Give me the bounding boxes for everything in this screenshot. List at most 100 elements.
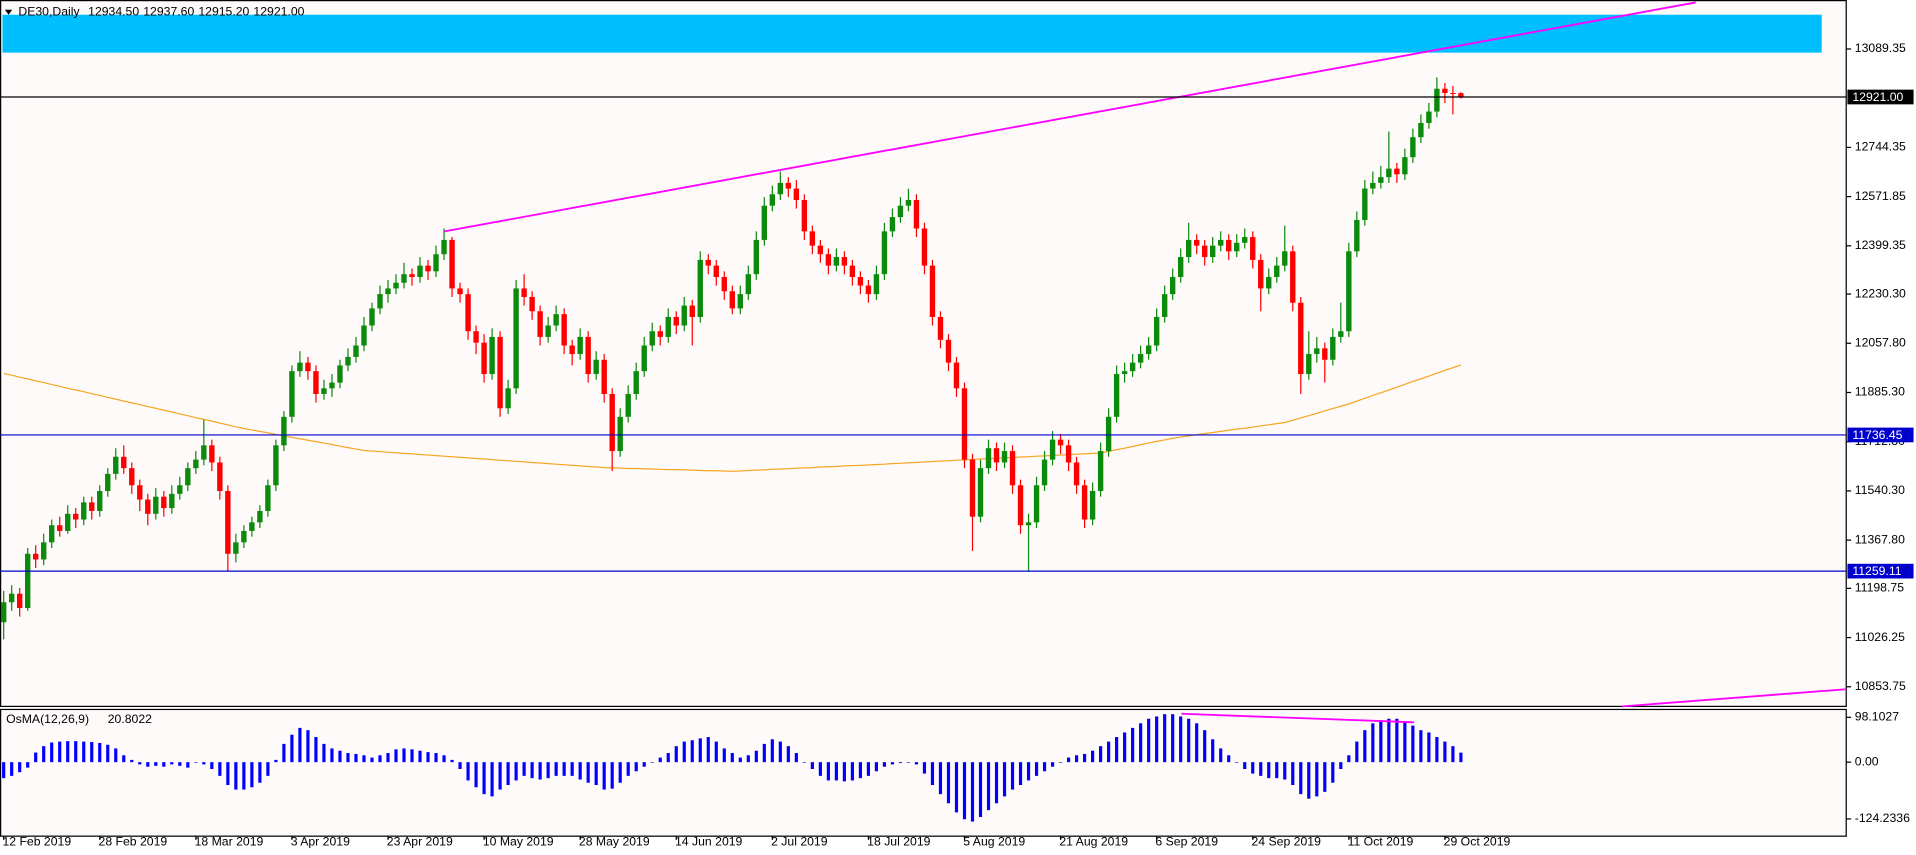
ohlc-high: 12937.60 (143, 4, 194, 18)
candle-body (1129, 362, 1136, 372)
osma-bar (1235, 762, 1239, 763)
osma-bar (410, 749, 414, 763)
candle-body (633, 371, 639, 394)
osma-bar (50, 742, 54, 763)
y-tick-label: 13089.35 (1855, 41, 1906, 55)
y-tick-label: 0.00 (1855, 754, 1879, 768)
osma-bar (666, 753, 670, 763)
osma-bar (162, 762, 166, 767)
candle-body (425, 265, 431, 272)
osma-bar (522, 762, 526, 776)
osma-bar (210, 762, 214, 770)
osma-bar (434, 753, 438, 763)
osma-bar (1010, 762, 1015, 790)
y-tick-label: 12230.30 (1855, 286, 1906, 300)
osma-bar (2, 762, 6, 779)
osma-bar (562, 762, 566, 776)
candle-body (329, 382, 335, 389)
candle-body (825, 254, 832, 266)
osma-bar (18, 762, 22, 773)
osma-bar (1147, 718, 1151, 763)
candle-body (889, 217, 896, 232)
candle-body (1266, 277, 1272, 289)
candle-body (529, 296, 535, 312)
osma-bar (1323, 762, 1327, 792)
x-tick-label: 12 Feb 2019 (2, 835, 71, 849)
price-label: 12921.00 (1852, 90, 1903, 104)
candle-body (513, 288, 519, 389)
candle-body (217, 462, 223, 491)
candle-body (473, 331, 479, 343)
candle-body (561, 314, 567, 346)
osma-bar (1163, 714, 1167, 763)
osma-bar (986, 762, 991, 811)
osma-bar (1002, 762, 1007, 797)
osma-title: OsMA(12,26,9) (6, 712, 89, 726)
candle-body (1370, 182, 1376, 189)
y-tick-label: 12571.85 (1855, 189, 1906, 203)
osma-bar (1339, 762, 1343, 770)
candle-body (57, 525, 63, 531)
candle-body (489, 336, 495, 375)
candle-body (49, 525, 55, 543)
candle-body (129, 468, 135, 486)
osma-bar (98, 742, 102, 763)
candle-body (705, 259, 711, 266)
osma-bar (1315, 762, 1319, 797)
candle-body (145, 499, 151, 514)
candle-body (945, 339, 952, 363)
candle-body (721, 277, 727, 292)
candle-body (113, 456, 119, 474)
candle-body (1338, 331, 1344, 337)
osma-bar (642, 762, 646, 767)
candle-body (833, 257, 840, 266)
y-tick-label: 12399.35 (1855, 238, 1906, 252)
osma-bar (650, 762, 654, 763)
y-tick-label: 11540.30 (1855, 483, 1905, 497)
candle-body (1210, 245, 1216, 258)
y-tick-label: 10853.75 (1855, 679, 1906, 693)
candle-body (937, 316, 944, 340)
price-label-box (1847, 563, 1914, 579)
candle-body (345, 356, 351, 366)
osma-bar (274, 759, 278, 763)
candle-body (377, 294, 383, 309)
osma-bar (82, 741, 86, 763)
osma-bar (898, 762, 903, 764)
osma-bar (626, 762, 630, 776)
candle-body (433, 254, 439, 272)
osma-bar (298, 727, 302, 763)
osma-bar (714, 741, 718, 763)
divergence-line (1181, 712, 1415, 724)
osma-bar (1387, 718, 1391, 763)
osma-bar (706, 737, 710, 763)
candle-body (761, 205, 768, 240)
candle-body (481, 342, 487, 375)
osma-bar (418, 750, 422, 763)
candle-body (409, 274, 415, 278)
osma-bar (538, 762, 542, 780)
osma-bar (530, 762, 534, 779)
candle-body (1442, 88, 1448, 94)
osma-bar (570, 762, 574, 776)
osma-bar (778, 741, 782, 763)
osma-bar (506, 762, 510, 785)
y-tick-label: 98.1027 (1855, 710, 1899, 724)
candle-body (817, 245, 824, 255)
osma-bar (922, 762, 927, 774)
osma-bar (490, 762, 494, 797)
candle-body (401, 274, 407, 283)
osma-bar (594, 762, 598, 785)
candle-body (553, 314, 559, 326)
candle-body (209, 445, 215, 463)
candle-body (153, 496, 159, 514)
candle-body (1418, 122, 1424, 138)
osma-bar (946, 762, 951, 804)
candle-body (545, 325, 551, 337)
osma-bar (1099, 746, 1103, 763)
marks (0, 77, 1464, 822)
candle-body (1330, 336, 1336, 360)
candle-body (33, 553, 39, 560)
osma-bar (1211, 739, 1215, 763)
